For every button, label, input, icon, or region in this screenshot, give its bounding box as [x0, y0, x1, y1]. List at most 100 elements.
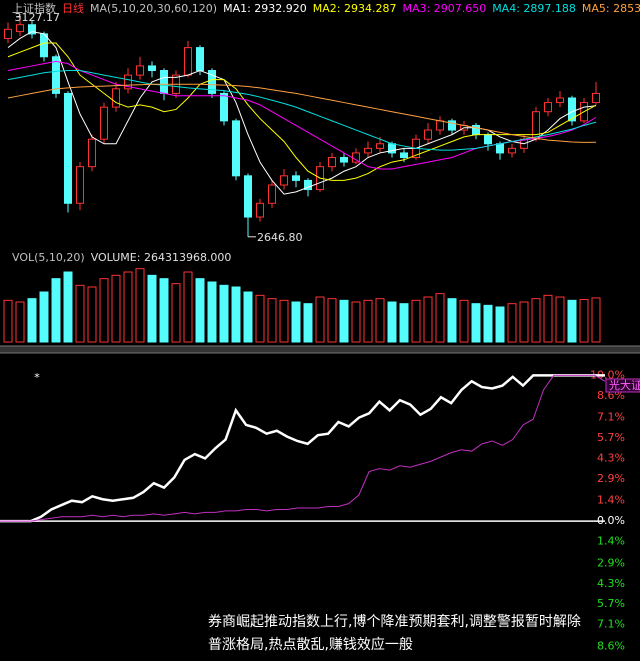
- volume-bar: [579, 299, 589, 343]
- candle-body: [556, 97, 564, 104]
- volume-bar: [243, 291, 253, 343]
- volume-bar: [87, 286, 97, 343]
- volume-bar: [543, 294, 553, 343]
- volume-bar: [75, 284, 85, 343]
- volume-bar: [315, 296, 325, 343]
- price-header: 上证指数 日线 MA(5,10,20,30,60,120) MA1: 2932.920…: [12, 0, 640, 16]
- candle-body: [220, 92, 228, 122]
- volume-bar: [531, 298, 541, 343]
- volume-bar: [111, 274, 121, 343]
- y-tick-label: 8.6%: [597, 639, 625, 652]
- candle-body: [340, 157, 348, 163]
- y-tick-label: 7.1%: [597, 411, 625, 424]
- candle-body: [148, 65, 156, 72]
- candle-body: [400, 152, 408, 159]
- y-tick-label: 2.9%: [597, 472, 625, 485]
- candle-body: [184, 47, 192, 76]
- volume-bar: [363, 299, 373, 343]
- candle-body: [16, 24, 24, 33]
- volume-bar: [507, 303, 517, 343]
- line-series: [0, 374, 606, 522]
- y-tick-label: 5.7%: [597, 597, 625, 610]
- volume-bar: [459, 299, 469, 343]
- volume-bar: [399, 303, 409, 343]
- volume-bar: [219, 284, 229, 343]
- candle-body: [160, 70, 168, 94]
- candle-body: [364, 147, 372, 154]
- candle-body: [292, 175, 300, 181]
- y-tick-label: 0.0%: [597, 514, 625, 527]
- volume-bar: [207, 281, 217, 343]
- candle-body: [376, 143, 384, 149]
- volume-bar: [231, 286, 241, 343]
- y-tick-label: 2.9%: [597, 556, 625, 569]
- volume-bar: [483, 304, 493, 343]
- volume-bar: [99, 278, 109, 343]
- y-tick-label: 4.3%: [597, 577, 625, 590]
- volume-bar: [327, 298, 337, 343]
- volume-bar: [195, 278, 205, 343]
- volume-bar: [387, 301, 397, 343]
- annotation: 普涨格局,热点散乱,赚钱效应一般: [208, 637, 413, 653]
- volume-bar: [171, 283, 181, 343]
- volume-bar: [51, 278, 61, 343]
- candle-body: [268, 184, 276, 204]
- volume-bar: [423, 296, 433, 343]
- candle-body: [76, 166, 84, 204]
- candle-body: [544, 102, 552, 113]
- line-series: [0, 374, 605, 523]
- y-tick-label: 4.3%: [597, 451, 625, 464]
- ma-line: [7, 70, 597, 151]
- candle-body: [52, 56, 60, 94]
- candle-body: [88, 138, 96, 168]
- candle-body: [244, 175, 252, 218]
- volume-bar: [159, 278, 169, 343]
- candle-body: [28, 24, 36, 35]
- legend-entry: MA4: 2897.188: [492, 2, 576, 15]
- ma-line: [7, 60, 597, 170]
- volume-bar: [135, 268, 145, 343]
- volume-bar: [447, 298, 457, 343]
- volume-bar: [555, 296, 565, 343]
- candle-body: [196, 47, 204, 72]
- period: 日线: [62, 2, 84, 15]
- candle-body: [484, 134, 492, 145]
- volume-title: VOL(5,10,20): [12, 251, 85, 264]
- volume-bar: [15, 301, 25, 343]
- legend-entry: MA2: 2934.287: [312, 2, 397, 15]
- low-label: 2646.80: [257, 231, 303, 244]
- candle-body: [4, 28, 12, 39]
- volume-bar: [375, 298, 385, 343]
- tag-label: 光大证: [609, 378, 640, 392]
- candle-body: [124, 74, 132, 90]
- candle-body: [436, 120, 444, 131]
- volume-bar: [3, 299, 13, 343]
- volume-bar: [303, 303, 313, 343]
- legend-entry: MA1: 2932.920: [223, 2, 307, 15]
- volume-bar: [411, 299, 421, 343]
- volume-bar: [27, 298, 37, 343]
- volume-bar: [183, 271, 193, 343]
- y-tick-label: 1.4%: [597, 494, 625, 507]
- candle-body: [568, 97, 576, 122]
- volume-bar: [255, 294, 265, 343]
- candle-body: [232, 120, 240, 177]
- volume-bar: [495, 306, 505, 343]
- candle-body: [592, 92, 600, 104]
- volume-value: VOLUME: 264313968.000: [90, 251, 232, 264]
- candle-body: [136, 65, 144, 76]
- marker: *: [34, 371, 40, 384]
- volume-bar: [39, 291, 49, 343]
- volume-bar: [267, 298, 277, 343]
- candle-body: [64, 92, 72, 204]
- volume-bar: [471, 303, 481, 343]
- candle-body: [496, 143, 504, 154]
- annotation: 券商崛起推动指数上行,博个降准预期套利,调整警报暂时解除: [208, 614, 581, 630]
- candle-body: [328, 157, 336, 168]
- volume-bar: [591, 297, 601, 343]
- high-label: 3127.17: [15, 11, 61, 24]
- volume-bar: [63, 271, 73, 343]
- y-tick-label: 7.1%: [597, 618, 625, 631]
- legend-entry: MA3: 2907.650: [402, 2, 487, 15]
- y-tick-label: 1.4%: [597, 535, 625, 548]
